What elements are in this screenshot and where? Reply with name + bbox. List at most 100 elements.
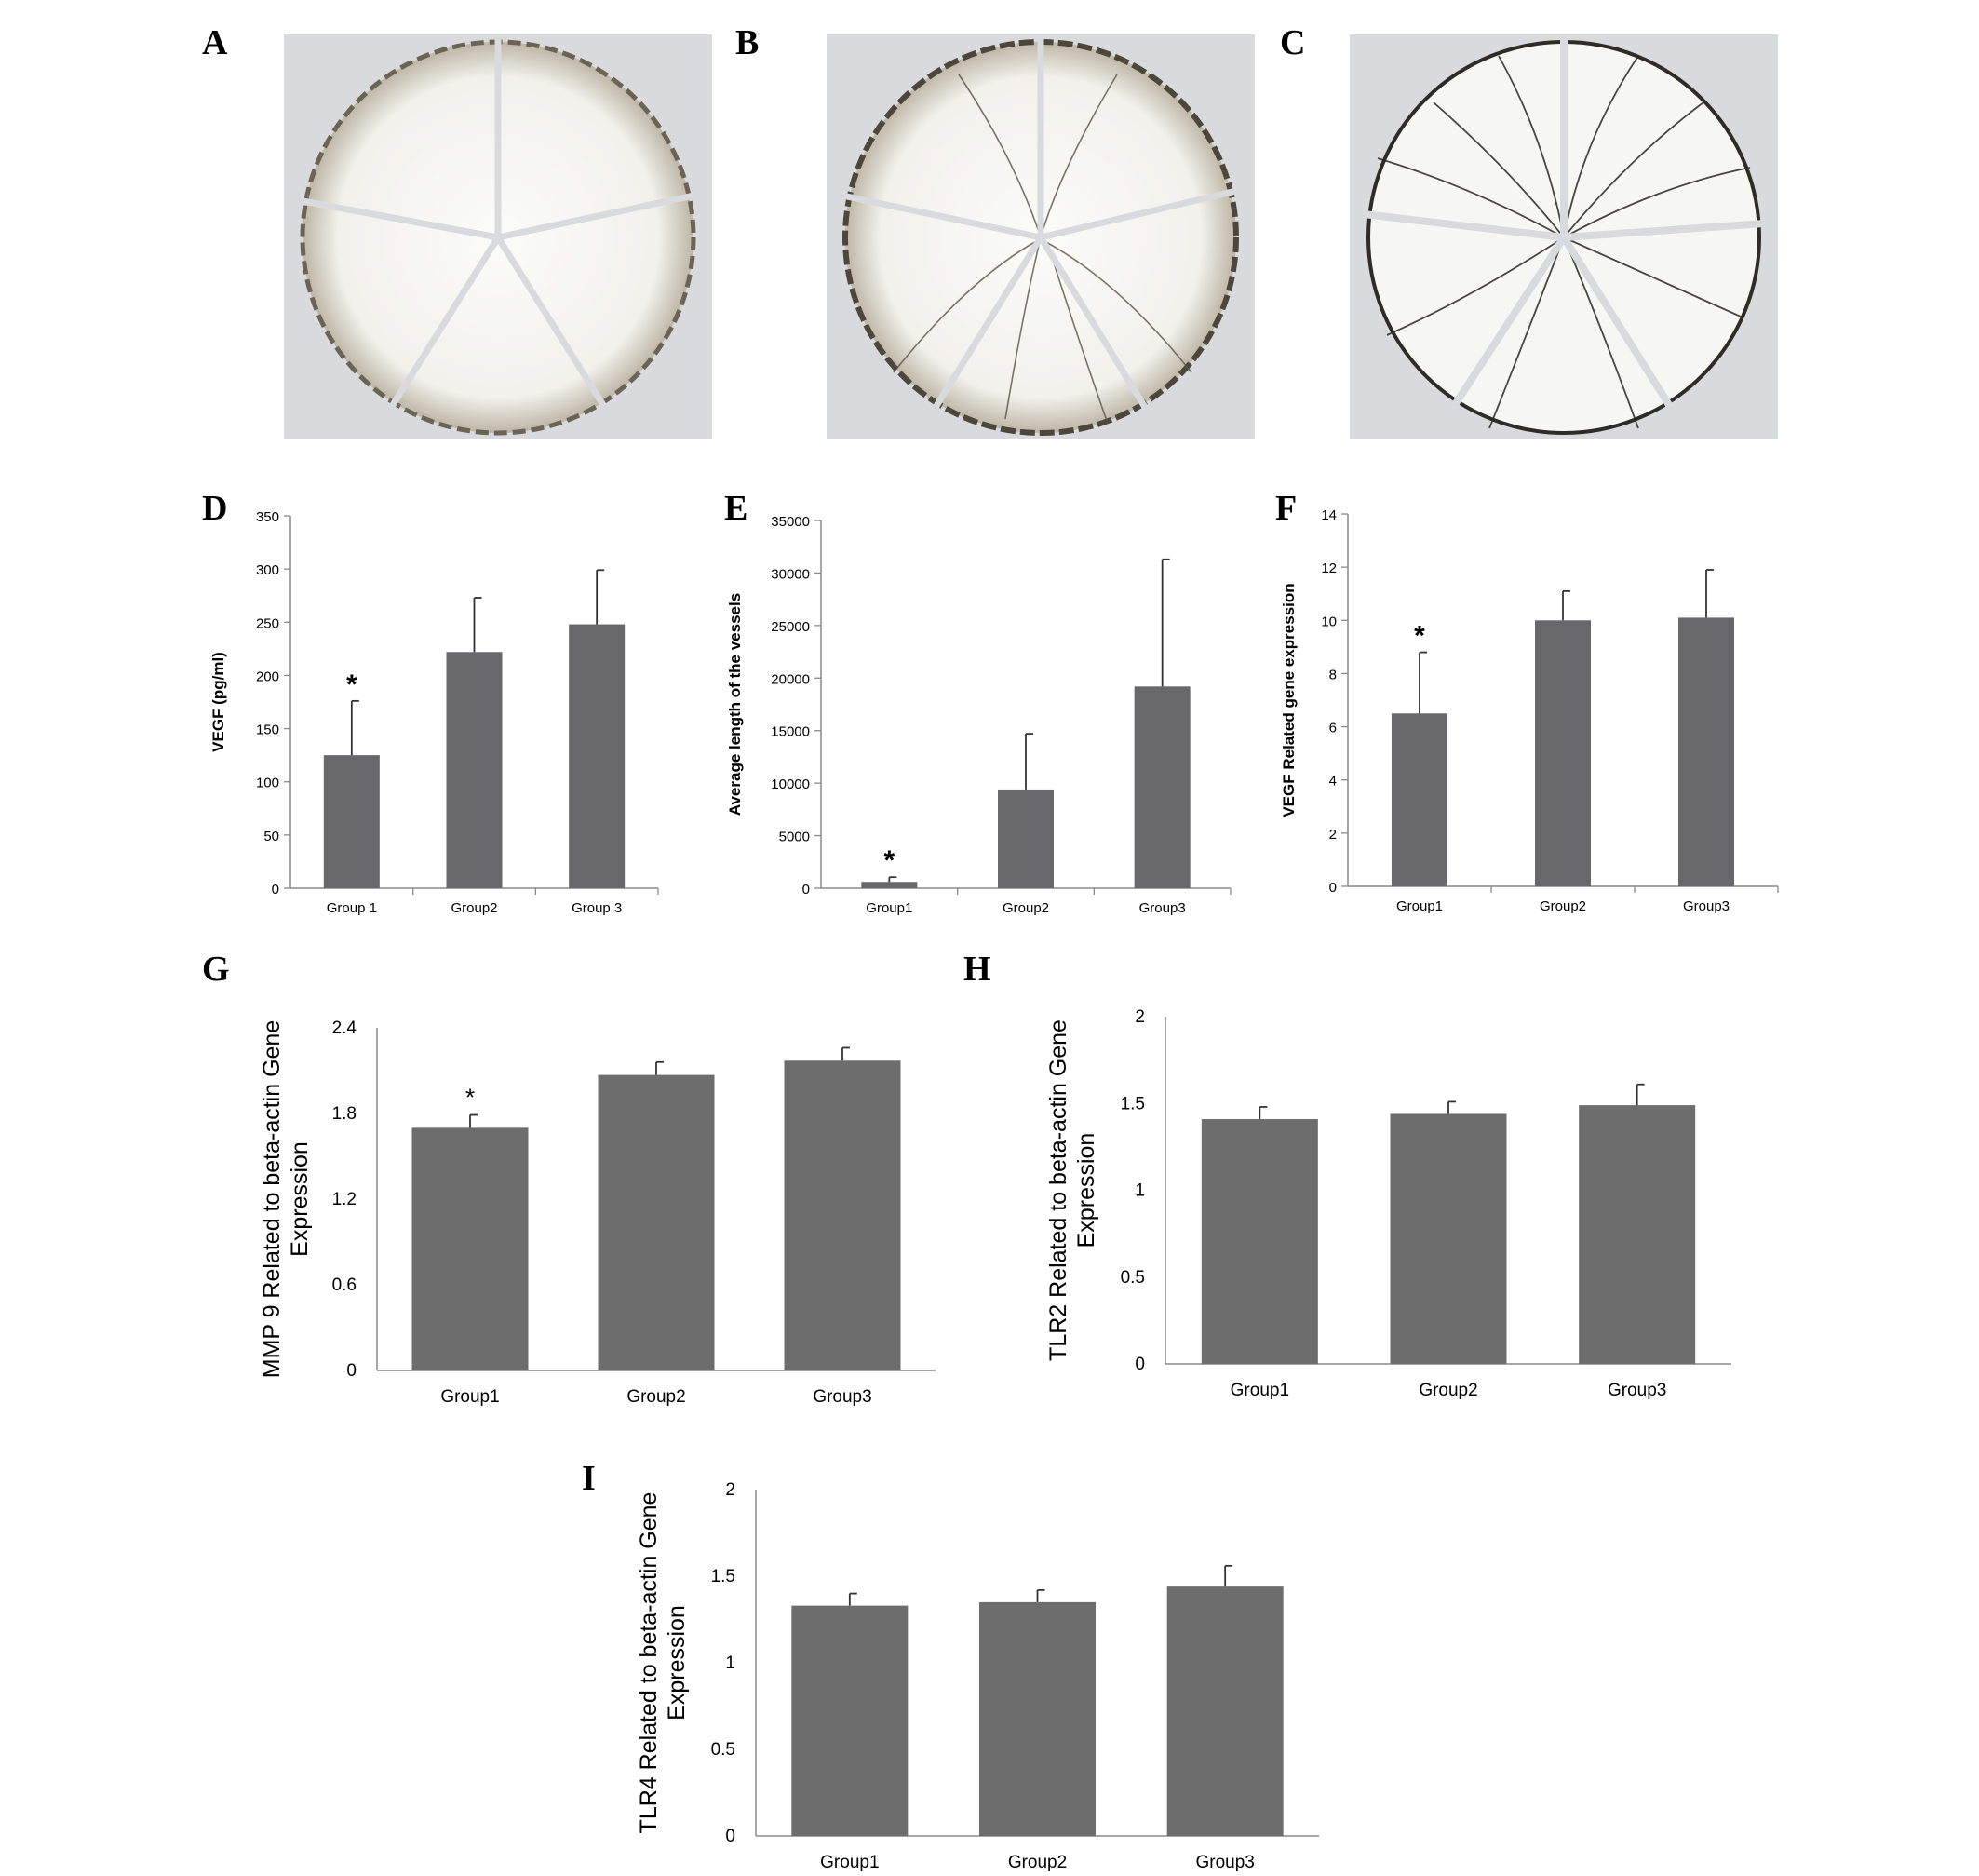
y-axis-label: MMP 9 Related to beta-actin GeneExpressi…: [259, 1020, 313, 1378]
chart-vegf-gene-expression: F 0 2 4 6 8 10 12 14 Group1 * Group2 Group3 VEGF Rela…: [1275, 489, 1779, 914]
category-label: Group1: [1231, 1381, 1289, 1400]
bar: [1201, 1119, 1318, 1364]
y-tick-label: 0: [1135, 1355, 1145, 1374]
y-tick-label: 1: [1135, 1181, 1145, 1201]
category-label: Group3: [813, 1387, 871, 1407]
category-label: Group2: [1003, 900, 1049, 916]
retina-image-a: [284, 34, 712, 439]
y-tick-label: 0: [802, 882, 810, 898]
panel-letter-a: A: [202, 23, 228, 62]
y-axis-label: VEGF Related gene expression: [1280, 583, 1298, 817]
category-label: Group 1: [327, 900, 377, 916]
y-tick-label: 1.5: [1121, 1094, 1145, 1113]
y-axis-label: TLR2 Related to beta-actin GeneExpressio…: [1045, 1019, 1099, 1361]
category-label: Group2: [1008, 1853, 1067, 1872]
bar: [1390, 1113, 1507, 1364]
y-tick-label: 1.8: [332, 1104, 357, 1124]
panel-c: C: [1280, 23, 1778, 440]
y-tick-label: 0: [346, 1361, 357, 1381]
category-label: Group3: [1608, 1381, 1666, 1400]
y-tick-label: 0.6: [332, 1275, 357, 1295]
category-label: Group3: [1195, 1853, 1254, 1872]
bar: [1166, 1586, 1284, 1836]
panel-b: B: [735, 23, 1255, 439]
panel-letter-g: G: [202, 950, 230, 989]
bar: [1535, 620, 1591, 886]
retina-image-c: [1350, 34, 1778, 440]
y-tick-label: 250: [256, 615, 279, 631]
panel-letter-d: D: [202, 489, 227, 528]
bar: [569, 624, 626, 888]
chart-tlr2-expression: H 0 0.5 1 1.5 2 Group1 Group2 Group3 TLR2 Related…: [963, 950, 1731, 1400]
category-label: Group1: [1396, 898, 1443, 914]
category-label: Group2: [1419, 1381, 1477, 1400]
significance-marker: *: [346, 669, 357, 700]
significance-marker: *: [465, 1084, 475, 1112]
panel-letter-h: H: [963, 950, 991, 989]
chart-mmp9-expression: G 0 0.6 1.2 1.8 2.4 Group1 * Group2 Group3 MMP 9 R…: [202, 950, 936, 1407]
y-tick-label: 30000: [771, 566, 810, 582]
panel-a: A: [202, 23, 712, 439]
y-tick-label: 15000: [771, 724, 810, 740]
y-tick-label: 50: [263, 829, 279, 844]
panel-letter-c: C: [1280, 23, 1305, 62]
category-label: Group3: [1139, 900, 1186, 916]
category-label: Group3: [1683, 898, 1730, 914]
y-axis-label: TLR4 Related to beta-actin GeneExpressio…: [636, 1492, 690, 1834]
bar: [784, 1060, 901, 1370]
bar: [598, 1074, 715, 1370]
bar: [1134, 686, 1191, 888]
bar: [323, 755, 380, 888]
y-tick-label: 5000: [779, 830, 810, 845]
bar: [1579, 1105, 1696, 1364]
retina-image-b: [827, 34, 1255, 439]
y-tick-label: 12: [1321, 560, 1337, 576]
panel-letter-i: I: [582, 1459, 596, 1498]
bar: [791, 1605, 909, 1836]
category-label: Group2: [626, 1387, 685, 1407]
y-tick-label: 0: [272, 882, 279, 898]
y-tick-label: 1: [725, 1653, 735, 1673]
bar: [979, 1601, 1096, 1836]
y-tick-label: 4: [1329, 774, 1337, 790]
bar: [411, 1127, 529, 1370]
y-tick-label: 1.5: [711, 1567, 735, 1586]
significance-marker: *: [883, 845, 895, 876]
y-tick-label: 0: [1329, 880, 1337, 896]
y-tick-label: 200: [256, 668, 279, 684]
category-label: Group2: [451, 900, 497, 916]
bar: [861, 882, 918, 888]
chart-vessel-length: E 0 5000 10000 15000 20000 25000 30000 35000 Grou…: [724, 489, 1232, 916]
y-tick-label: 10: [1321, 614, 1337, 629]
bar: [1392, 713, 1447, 886]
y-tick-label: 0: [725, 1827, 735, 1846]
y-axis-label: VEGF (pg/ml): [209, 652, 227, 752]
panel-letter-f: F: [1275, 489, 1297, 528]
y-tick-label: 6: [1329, 721, 1337, 736]
bar: [446, 652, 503, 888]
bar: [998, 789, 1054, 888]
bar: [1678, 617, 1734, 886]
chart-vegf-elisa: D 0 50 100 150 200 250 300 350 Group 1 * Group2 Grou…: [202, 489, 659, 916]
y-tick-label: 2: [1135, 1007, 1145, 1027]
category-label: Group1: [866, 900, 912, 916]
y-axis-label: Average length of the vessels: [726, 593, 744, 816]
category-label: Group 3: [572, 900, 622, 916]
chart-tlr4-expression: I 0 0.5 1 1.5 2 Group1 Group2 Group3 TLR4 Related…: [582, 1459, 1319, 1872]
y-tick-label: 10000: [771, 776, 810, 792]
category-label: Group2: [1540, 898, 1586, 914]
y-tick-label: 35000: [771, 514, 810, 530]
y-tick-label: 25000: [771, 619, 810, 635]
y-tick-label: 350: [256, 509, 279, 525]
y-tick-label: 150: [256, 722, 279, 738]
y-tick-label: 2: [1329, 827, 1337, 843]
y-tick-label: 2: [725, 1480, 735, 1500]
y-tick-label: 1.2: [332, 1190, 357, 1209]
y-tick-label: 14: [1321, 507, 1337, 523]
category-label: Group1: [440, 1387, 499, 1407]
y-tick-label: 0.5: [711, 1740, 735, 1760]
panel-letter-e: E: [724, 489, 747, 528]
y-tick-label: 20000: [771, 671, 810, 687]
y-tick-label: 300: [256, 562, 279, 578]
